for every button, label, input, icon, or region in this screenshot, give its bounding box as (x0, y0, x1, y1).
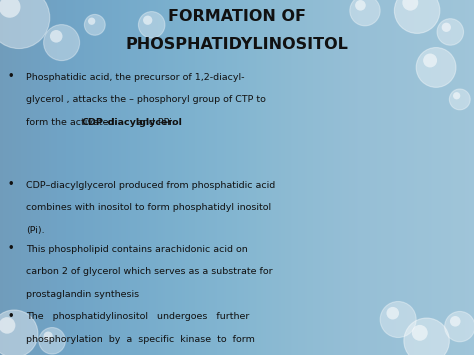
Text: CDP–diacylglycerol produced from phosphatidic acid: CDP–diacylglycerol produced from phospha… (26, 181, 275, 190)
Ellipse shape (88, 17, 95, 25)
Text: carbon 2 of glycerol which serves as a substrate for: carbon 2 of glycerol which serves as a s… (26, 267, 273, 276)
Ellipse shape (380, 301, 416, 338)
Text: •: • (7, 71, 14, 81)
Ellipse shape (445, 311, 474, 342)
Text: glycerol , attacks the – phosphoryl group of CTP to: glycerol , attacks the – phosphoryl grou… (26, 95, 266, 104)
Ellipse shape (0, 0, 20, 18)
Ellipse shape (39, 328, 65, 354)
Text: •: • (7, 243, 14, 253)
Ellipse shape (450, 316, 461, 327)
Text: CDP–diacylglycerol: CDP–diacylglycerol (82, 118, 182, 126)
Text: form the activated: form the activated (26, 118, 118, 126)
Ellipse shape (386, 307, 399, 320)
Text: and PPi.: and PPi. (134, 118, 175, 126)
Ellipse shape (437, 19, 464, 45)
Ellipse shape (394, 0, 440, 33)
Text: phosphorylation  by  a  specific  kinase  to  form: phosphorylation by a specific kinase to … (26, 335, 255, 344)
Ellipse shape (50, 30, 63, 43)
Ellipse shape (453, 92, 460, 99)
Text: •: • (7, 311, 14, 321)
Ellipse shape (44, 24, 80, 61)
Ellipse shape (423, 54, 437, 67)
Ellipse shape (416, 48, 456, 87)
Text: Phosphatidic acid, the precursor of 1,2-diacyl-: Phosphatidic acid, the precursor of 1,2-… (26, 73, 245, 82)
Ellipse shape (449, 89, 470, 110)
Text: FORMATION OF: FORMATION OF (168, 9, 306, 24)
Text: (Pi).: (Pi). (26, 226, 45, 235)
Ellipse shape (84, 15, 105, 35)
Ellipse shape (138, 12, 165, 38)
Ellipse shape (44, 332, 53, 341)
Text: •: • (7, 179, 14, 189)
Text: This phospholipid contains arachidonic acid on: This phospholipid contains arachidonic a… (26, 245, 248, 254)
Text: prostaglandin synthesis: prostaglandin synthesis (26, 290, 139, 299)
Ellipse shape (404, 318, 449, 355)
Ellipse shape (143, 16, 152, 25)
Text: PHOSPHATIDYLINOSITOL: PHOSPHATIDYLINOSITOL (126, 37, 348, 52)
Ellipse shape (412, 325, 428, 341)
Ellipse shape (0, 310, 38, 355)
Ellipse shape (0, 0, 50, 49)
Ellipse shape (402, 0, 418, 11)
Text: combines with inositol to form phosphatidyl inositol: combines with inositol to form phosphati… (26, 203, 271, 212)
Ellipse shape (442, 23, 451, 32)
Text: The   phosphatidylinositol   undergoes   further: The phosphatidylinositol undergoes furth… (26, 312, 249, 321)
Ellipse shape (355, 0, 366, 11)
Ellipse shape (350, 0, 380, 26)
Ellipse shape (0, 317, 15, 334)
